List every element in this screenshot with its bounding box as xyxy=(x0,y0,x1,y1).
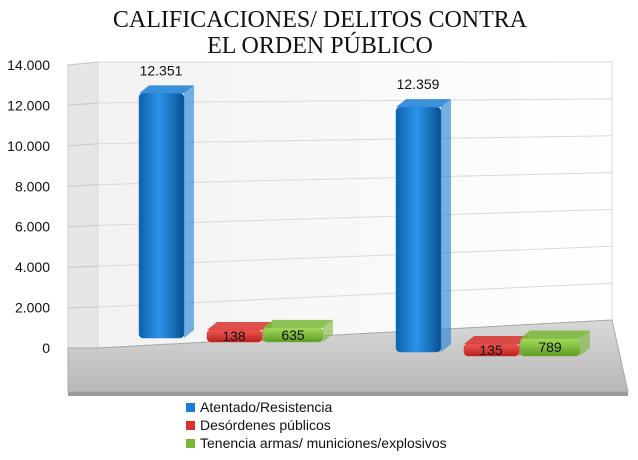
y-tick-label: 10.000 xyxy=(7,138,50,154)
y-tick-label: 12.000 xyxy=(7,97,50,113)
bar-top xyxy=(207,322,272,330)
gridline-side xyxy=(67,224,99,228)
bar-top xyxy=(139,85,194,94)
legend-swatch xyxy=(186,403,195,412)
bar xyxy=(138,93,185,339)
bars xyxy=(138,85,590,357)
y-tick-label: 14.000 xyxy=(7,57,50,73)
y-tick-label: 4.000 xyxy=(15,259,50,275)
y-tick-label: 2.000 xyxy=(15,300,50,316)
bar xyxy=(206,329,263,343)
bar xyxy=(262,327,324,343)
data-label: 135 xyxy=(479,342,503,358)
legend-label: Atentado/Resistencia xyxy=(200,399,333,415)
bar-side xyxy=(441,99,451,352)
bar-top xyxy=(520,330,590,339)
legend-label: Desórdenes públicos xyxy=(200,417,331,433)
bar-side xyxy=(323,319,333,342)
data-label: 635 xyxy=(281,327,305,343)
chart-title-line-1: CALIFICACIONES/ DELITOS CONTRA xyxy=(113,7,528,33)
y-tick-label: 0 xyxy=(42,340,50,356)
gridline-side xyxy=(67,265,99,268)
gridline-side xyxy=(67,143,99,147)
y-tick-label: 8.000 xyxy=(15,178,50,194)
bar-side xyxy=(184,85,194,338)
bar xyxy=(395,106,442,353)
gridline-side xyxy=(67,184,99,187)
y-axis-ticks: 0 2.000 4.000 6.000 8.000 10.000 12.000 14.000 xyxy=(7,57,50,356)
bar-top xyxy=(464,336,529,344)
legend: Atentado/Resistencia Desórdenes públicos T… xyxy=(186,399,447,451)
legend-label: Tenencia armas/ municiones/explosivos xyxy=(200,435,447,451)
gridline-side xyxy=(67,61,99,66)
bar-side xyxy=(580,330,590,356)
legend-swatch xyxy=(186,439,195,448)
data-label: 138 xyxy=(222,328,246,344)
legend-swatch xyxy=(186,421,195,430)
bar xyxy=(463,343,520,357)
bar-top xyxy=(396,99,451,108)
data-label: 789 xyxy=(538,339,562,355)
y-tick-label: 6.000 xyxy=(15,219,50,235)
data-label: 12.351 xyxy=(140,62,183,78)
data-label: 12.359 xyxy=(397,76,440,92)
bar xyxy=(519,338,581,357)
chart-title-line-2: EL ORDEN PÚBLICO xyxy=(207,32,433,59)
floor-front-edge xyxy=(68,392,628,396)
data-labels: 12.351 12.359 138 135 635 789 xyxy=(140,62,562,358)
gridline-side xyxy=(67,102,99,106)
bar-top xyxy=(263,319,333,328)
